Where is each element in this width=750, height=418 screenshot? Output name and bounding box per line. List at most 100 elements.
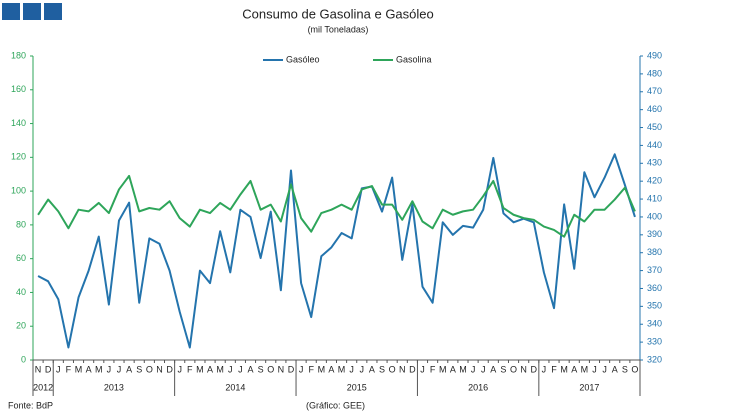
x-tick-label: J — [238, 364, 243, 374]
y-tick-label: 60 — [16, 253, 26, 263]
x-tick-label: M — [196, 364, 204, 374]
x-tick-label: J — [117, 364, 122, 374]
x-tick-label: N — [399, 364, 406, 374]
y-tick-label: 160 — [11, 84, 26, 94]
y-tick-label: 140 — [11, 118, 26, 128]
x-tick-label: O — [267, 364, 274, 374]
x-tick-label: J — [107, 364, 112, 374]
x-tick-label: A — [86, 364, 92, 374]
y-tick-label: 40 — [16, 287, 26, 297]
x-tick-label: J — [542, 364, 547, 374]
series-line — [37, 153, 636, 349]
x-tick-label: J — [481, 364, 486, 374]
y2-tick-label: 450 — [647, 122, 662, 132]
x-tick-label: M — [459, 364, 467, 374]
x-tick-label: N — [520, 364, 527, 374]
y2-tick-label: 360 — [647, 283, 662, 293]
x-tick-label: S — [379, 364, 385, 374]
x-tick-label: M — [581, 364, 589, 374]
y2-tick-label: 400 — [647, 211, 662, 221]
x-tick-label: M — [75, 364, 83, 374]
x-tick-label: J — [228, 364, 233, 374]
y2-tick-label: 410 — [647, 193, 662, 203]
year-label: 2014 — [225, 382, 245, 392]
y-tick-label: 100 — [11, 185, 26, 195]
x-tick-label: A — [490, 364, 496, 374]
x-tick-label: N — [35, 364, 42, 374]
x-tick-label: M — [560, 364, 568, 374]
y2-tick-label: 440 — [647, 140, 662, 150]
legend-label: Gasolina — [396, 54, 432, 64]
chart-subtitle: (mil Toneladas) — [308, 24, 369, 34]
x-tick-label: A — [450, 364, 456, 374]
y2-tick-label: 350 — [647, 301, 662, 311]
logo-square — [2, 3, 20, 20]
legend-label: Gasóleo — [286, 54, 320, 64]
x-tick-label: D — [409, 364, 416, 374]
y2-tick-label: 390 — [647, 229, 662, 239]
y-tick-label: 120 — [11, 152, 26, 162]
y-tick-label: 0 — [21, 354, 26, 364]
x-tick-label: D — [531, 364, 538, 374]
x-tick-label: J — [420, 364, 425, 374]
y2-tick-label: 370 — [647, 265, 662, 275]
chart-title: Consumo de Gasolina e Gasóleo — [242, 6, 434, 21]
x-tick-label: J — [299, 364, 304, 374]
x-tick-label: J — [177, 364, 182, 374]
x-tick-label: S — [258, 364, 264, 374]
x-tick-label: J — [602, 364, 607, 374]
x-tick-label: F — [551, 364, 557, 374]
x-tick-label: F — [66, 364, 72, 374]
x-tick-label: M — [216, 364, 224, 374]
y2-tick-label: 330 — [647, 336, 662, 346]
y2-tick-label: 480 — [647, 68, 662, 78]
x-tick-label: A — [126, 364, 132, 374]
y2-tick-label: 490 — [647, 50, 662, 60]
year-label: 2016 — [468, 382, 488, 392]
x-tick-label: O — [146, 364, 153, 374]
x-tick-label: A — [207, 364, 213, 374]
x-tick-label: D — [166, 364, 173, 374]
source: Fonte: BdP — [8, 400, 53, 410]
x-tick-label: O — [510, 364, 517, 374]
y2-tick-label: 460 — [647, 104, 662, 114]
x-tick-label: J — [360, 364, 365, 374]
x-tick-label: N — [156, 364, 163, 374]
x-tick-label: F — [308, 364, 314, 374]
x-tick-label: M — [439, 364, 447, 374]
y-tick-label: 180 — [11, 50, 26, 60]
y-tick-label: 20 — [16, 321, 26, 331]
x-tick-label: A — [612, 364, 618, 374]
x-tick-label: F — [187, 364, 193, 374]
logo-square — [44, 3, 62, 20]
x-tick-label: S — [136, 364, 142, 374]
y2-tick-label: 380 — [647, 247, 662, 257]
logo-square — [23, 3, 41, 20]
year-label: 2013 — [104, 382, 124, 392]
x-tick-label: D — [288, 364, 295, 374]
x-tick-label: J — [349, 364, 354, 374]
credit: (Gráfico: GEE) — [306, 400, 365, 410]
x-tick-label: J — [592, 364, 597, 374]
x-tick-label: D — [45, 364, 52, 374]
year-label: 2012 — [33, 382, 53, 392]
y2-tick-label: 340 — [647, 319, 662, 329]
x-tick-label: J — [56, 364, 61, 374]
x-tick-label: M — [318, 364, 326, 374]
x-tick-label: O — [389, 364, 396, 374]
x-tick-label: S — [500, 364, 506, 374]
series-line — [37, 174, 636, 238]
y2-tick-label: 320 — [647, 354, 662, 364]
x-tick-label: M — [95, 364, 103, 374]
year-label: 2015 — [347, 382, 367, 392]
x-tick-label: F — [430, 364, 436, 374]
y-tick-label: 80 — [16, 219, 26, 229]
x-tick-label: M — [338, 364, 346, 374]
x-tick-label: N — [278, 364, 285, 374]
x-tick-label: S — [622, 364, 628, 374]
x-tick-label: A — [328, 364, 334, 374]
y2-tick-label: 430 — [647, 158, 662, 168]
y2-tick-label: 470 — [647, 86, 662, 96]
x-tick-label: O — [631, 364, 638, 374]
